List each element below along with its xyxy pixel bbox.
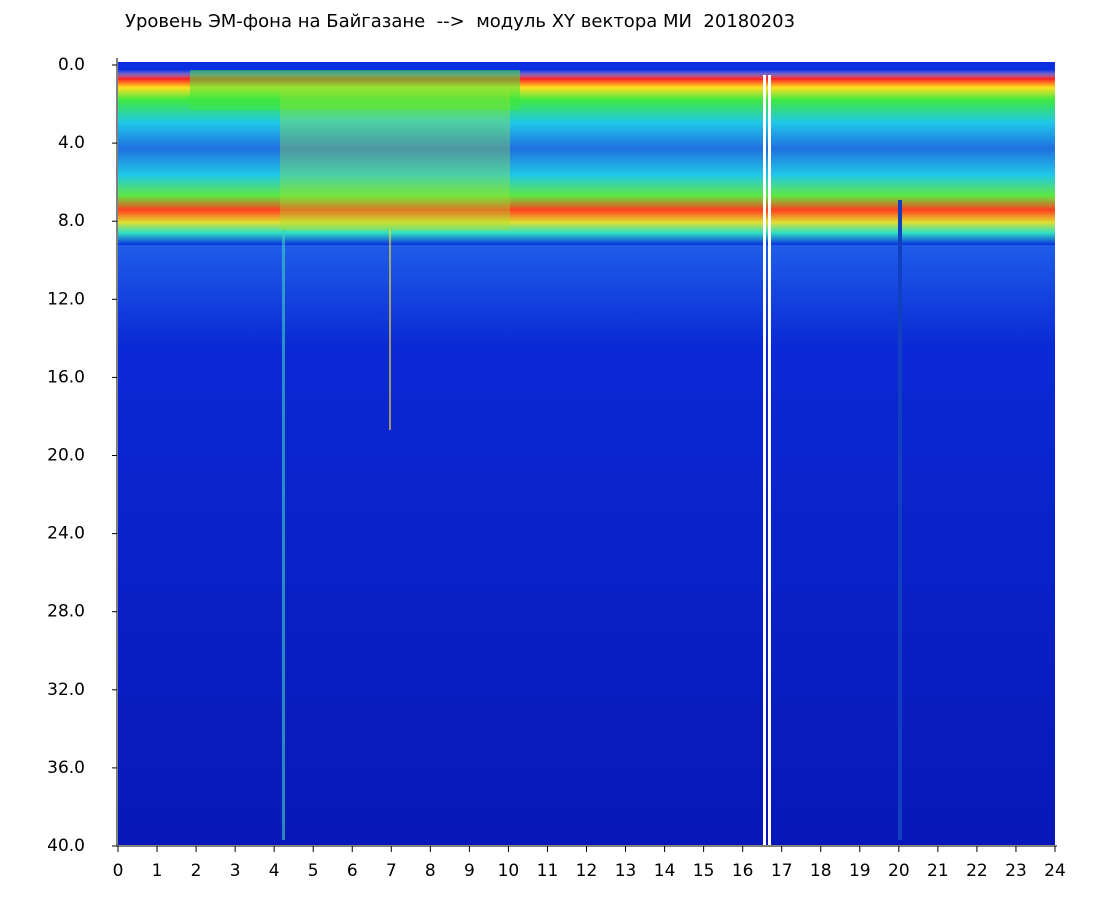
y-tick-label: 24.0: [47, 524, 85, 544]
y-tick-label: 12.0: [47, 289, 85, 309]
y-tick-label: 20.0: [47, 446, 85, 466]
streak: [282, 230, 285, 840]
x-tick-label: 5: [308, 861, 319, 881]
y-tick-label: 40.0: [47, 836, 85, 856]
x-tick-label: 4: [269, 861, 280, 881]
y-tick-label: 28.0: [47, 602, 85, 622]
x-tick-label: 19: [849, 861, 871, 881]
x-tick-label: 2: [191, 861, 202, 881]
x-tick-label: 24: [1044, 861, 1066, 881]
x-tick-label: 22: [966, 861, 988, 881]
gap: [763, 75, 766, 845]
x-tick-label: 14: [654, 861, 676, 881]
x-tick-label: 0: [113, 861, 124, 881]
x-tick-label: 23: [1005, 861, 1027, 881]
x-tick-label: 21: [927, 861, 949, 881]
x-tick-label: 9: [464, 861, 475, 881]
streak: [898, 200, 902, 840]
x-tick-label: 1: [152, 861, 163, 881]
haze: [118, 228, 1055, 348]
x-tick-label: 6: [347, 861, 358, 881]
band-patch: [280, 90, 510, 230]
x-tick-label: 8: [425, 861, 436, 881]
y-tick-label: 0.0: [58, 55, 85, 75]
x-tick-label: 12: [576, 861, 598, 881]
y-tick-label: 16.0: [47, 367, 85, 387]
band-patch: [190, 70, 520, 110]
x-tick-label: 10: [498, 861, 520, 881]
x-tick-label: 3: [230, 861, 241, 881]
x-tick-label: 13: [615, 861, 637, 881]
x-tick-label: 16: [732, 861, 754, 881]
x-tick-label: 18: [810, 861, 832, 881]
streak: [389, 230, 391, 430]
spectrogram: [118, 62, 1055, 845]
y-tick-label: 36.0: [47, 758, 85, 778]
x-tick-label: 17: [771, 861, 793, 881]
y-tick-label: 32.0: [47, 680, 85, 700]
y-tick-label: 4.0: [58, 133, 85, 153]
gap: [768, 75, 771, 845]
chart-title: Уровень ЭМ-фона на Байгазане --> модуль …: [125, 11, 795, 32]
y-tick-label: 8.0: [58, 211, 85, 231]
x-tick-label: 7: [386, 861, 397, 881]
x-tick-label: 20: [888, 861, 910, 881]
x-tick-label: 15: [693, 861, 715, 881]
x-tick-label: 11: [537, 861, 559, 881]
